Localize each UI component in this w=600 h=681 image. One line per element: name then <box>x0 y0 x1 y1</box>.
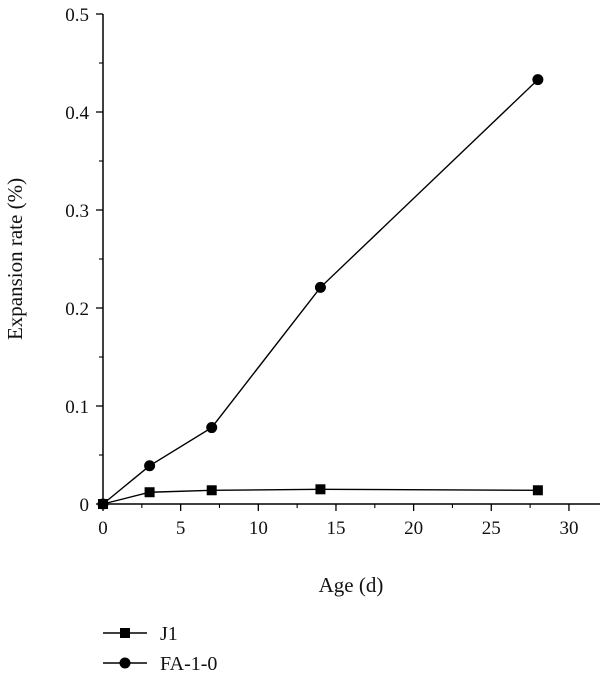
y-ticks: 0 0.1 0.2 0.3 0.4 0.5 <box>65 5 103 516</box>
y-tick-label: 0.5 <box>65 5 89 26</box>
data-point-j1 <box>315 484 326 495</box>
x-tick-label: 10 <box>249 518 268 539</box>
legend-label: J1 <box>160 623 178 645</box>
y-tick-label: 0.3 <box>65 201 89 222</box>
data-point-fa-1-0 <box>144 460 156 472</box>
legend-item-fa-1-0: FA-1-0 <box>103 653 217 675</box>
y-tick-label: 0.4 <box>65 103 89 124</box>
data-point-j1 <box>206 485 217 496</box>
x-tick-label: 20 <box>404 518 423 539</box>
y-axis-title: Expansion rate (%) <box>3 178 27 340</box>
legend-label: FA-1-0 <box>160 653 217 675</box>
y-tick-label: 0 <box>80 495 90 516</box>
y-tick-label: 0.2 <box>65 299 89 320</box>
data-point-fa-1-0 <box>206 422 218 434</box>
x-tick-label: 30 <box>559 518 578 539</box>
plot-area <box>102 14 600 505</box>
x-ticks: 0 5 10 15 20 25 30 <box>98 504 578 539</box>
series-fa-1-0 <box>97 74 544 510</box>
series-layer <box>97 74 544 510</box>
data-point-j1 <box>532 485 543 496</box>
data-point-fa-1-0 <box>314 281 326 293</box>
legend: J1 FA-1-0 <box>103 623 217 675</box>
data-point-fa-1-0 <box>532 74 544 86</box>
legend-item-j1: J1 <box>103 623 178 645</box>
x-axis-title: Age (d) <box>319 573 384 597</box>
x-tick-label: 25 <box>482 518 501 539</box>
data-point-j1 <box>144 487 155 498</box>
x-tick-label: 15 <box>326 518 345 539</box>
legend-marker <box>120 628 130 638</box>
legend-marker <box>119 657 131 669</box>
y-tick-label: 0.1 <box>65 397 89 418</box>
x-tick-label: 0 <box>98 518 108 539</box>
series-j1 <box>98 484 543 509</box>
data-point-fa-1-0 <box>97 498 109 510</box>
x-tick-label: 5 <box>176 518 186 539</box>
